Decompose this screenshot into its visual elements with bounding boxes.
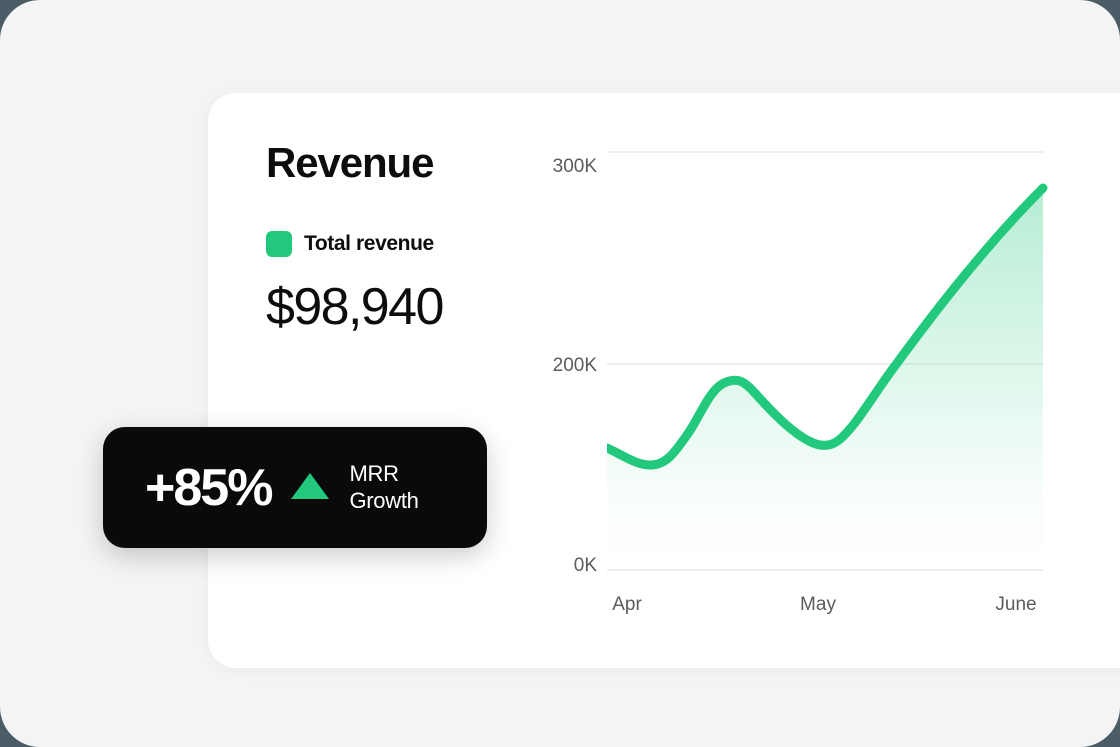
revenue-card: Revenue Total revenue $98,940 — [208, 93, 1120, 668]
legend-color-swatch-icon — [266, 231, 292, 258]
chart-area-fill — [607, 188, 1043, 570]
x-tick-label-may: May — [800, 594, 836, 615]
badge-caption-line2: Growth — [349, 487, 419, 513]
y-tick-label-0k: 0K — [574, 555, 598, 576]
chart-line-total-revenue — [607, 183, 1048, 470]
revenue-area-chart: 300K 200K 0K Apr May June — [539, 140, 1120, 630]
page-title: Revenue — [266, 139, 434, 186]
x-tick-label-apr: Apr — [612, 594, 642, 615]
badge-percent-value: +85% — [145, 458, 273, 517]
x-tick-label-june: June — [995, 594, 1036, 615]
chart-svg: 300K 200K 0K Apr May June — [553, 151, 1048, 615]
revenue-total-value: $98,940 — [266, 278, 444, 337]
y-tick-label-300k: 300K — [553, 156, 598, 177]
mrr-growth-badge: +85% MRR Growth — [103, 427, 487, 548]
y-tick-label-200k: 200K — [553, 355, 598, 376]
legend-label: Total revenue — [304, 232, 434, 256]
chart-legend: Total revenue — [266, 231, 546, 258]
card-summary-panel: Revenue Total revenue $98,940 — [266, 139, 546, 337]
badge-caption-line1: MRR — [349, 460, 399, 486]
triangle-up-icon — [291, 472, 330, 499]
badge-caption: MRR Growth — [349, 461, 418, 515]
